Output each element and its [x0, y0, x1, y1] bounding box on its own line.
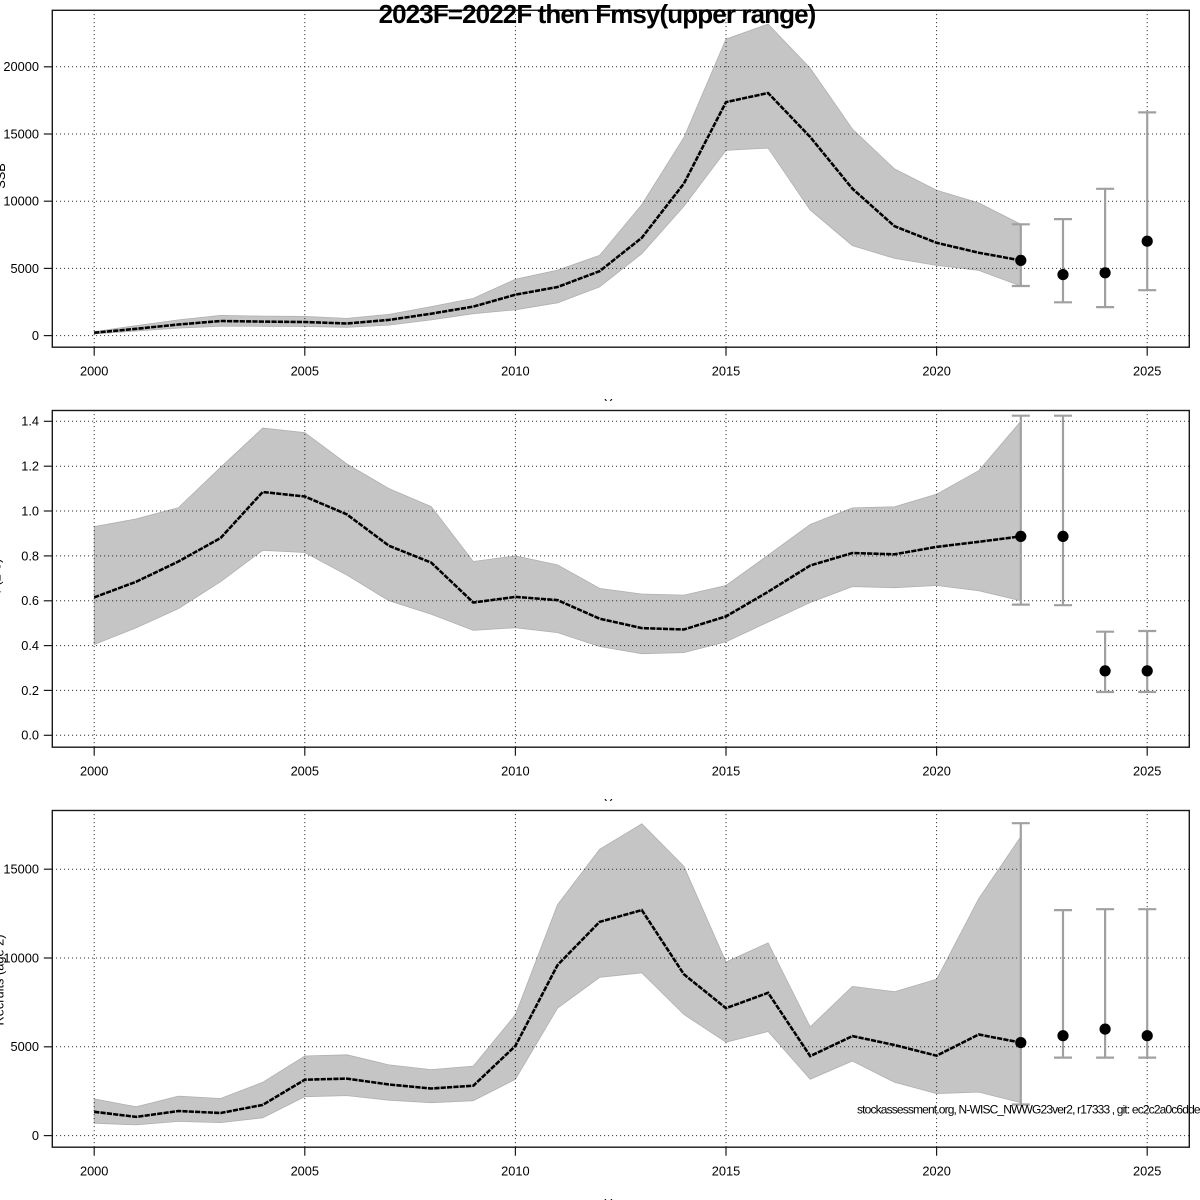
svg-text:1.2: 1.2	[21, 459, 39, 474]
svg-text:2020: 2020	[922, 364, 950, 379]
svg-text:1.4: 1.4	[21, 414, 39, 429]
svg-text:2015: 2015	[712, 364, 740, 379]
svg-text:Recruits (age 2): Recruits (age 2)	[0, 934, 7, 1025]
svg-text:2025: 2025	[1133, 764, 1161, 779]
svg-text:2000: 2000	[80, 764, 108, 779]
svg-text:2015: 2015	[712, 1164, 740, 1179]
svg-text:0.0: 0.0	[21, 728, 39, 743]
svg-text:0: 0	[32, 328, 39, 343]
svg-text:2005: 2005	[291, 764, 319, 779]
svg-text:F(2-5): F(2-5)	[0, 559, 4, 594]
svg-text:2010: 2010	[501, 764, 529, 779]
svg-text:2010: 2010	[501, 364, 529, 379]
svg-text:15000: 15000	[3, 126, 39, 141]
svg-text:2010: 2010	[501, 1164, 529, 1179]
svg-text:0.4: 0.4	[21, 638, 39, 653]
svg-text:2020: 2020	[922, 764, 950, 779]
svg-text:1.0: 1.0	[21, 503, 39, 518]
svg-text:2000: 2000	[80, 364, 108, 379]
svg-text:Year: Year	[604, 796, 631, 811]
svg-text:5000: 5000	[11, 261, 39, 276]
svg-text:2005: 2005	[291, 364, 319, 379]
svg-text:Year: Year	[604, 1196, 631, 1200]
svg-text:5000: 5000	[11, 1039, 39, 1054]
svg-text:2025: 2025	[1133, 1164, 1161, 1179]
svg-text:0.2: 0.2	[21, 683, 39, 698]
svg-text:2000: 2000	[80, 1164, 108, 1179]
svg-text:2023F=2022F then Fmsy(upper ra: 2023F=2022F then Fmsy(upper range)	[379, 0, 816, 29]
svg-text:2005: 2005	[291, 1164, 319, 1179]
svg-text:SSB: SSB	[0, 163, 8, 189]
svg-text:10000: 10000	[3, 950, 39, 965]
svg-text:0.8: 0.8	[21, 548, 39, 563]
svg-text:2025: 2025	[1133, 364, 1161, 379]
svg-text:2020: 2020	[922, 1164, 950, 1179]
svg-text:0: 0	[32, 1128, 39, 1143]
svg-text:0.6: 0.6	[21, 593, 39, 608]
svg-text:Year: Year	[604, 396, 631, 411]
svg-text:20000: 20000	[3, 59, 39, 74]
svg-text:2015: 2015	[712, 764, 740, 779]
svg-text:10000: 10000	[3, 194, 39, 209]
svg-text:stockassessment.org, N-WISC_NW: stockassessment.org, N-WISC_NWWG23ver2, …	[857, 1103, 1200, 1117]
svg-text:15000: 15000	[3, 862, 39, 877]
